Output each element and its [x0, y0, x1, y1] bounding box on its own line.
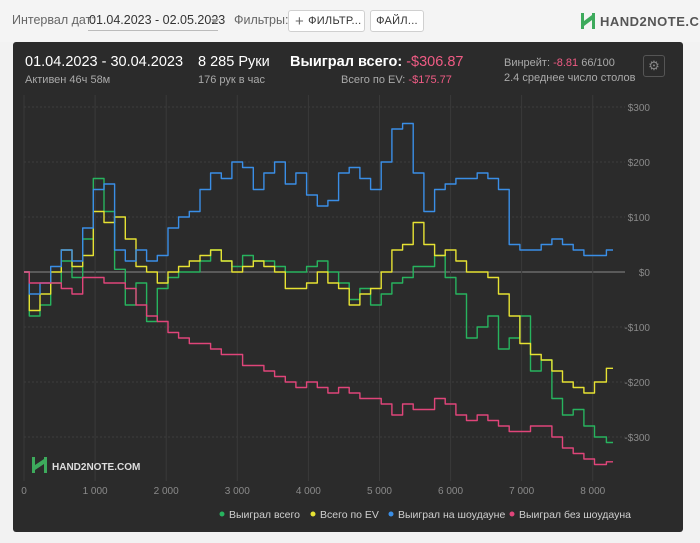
won-total-value: -$306.87: [406, 54, 464, 70]
watermark-logo: HAND2NOTE.COM: [32, 457, 140, 473]
x-tick-label: 0: [21, 486, 27, 497]
x-tick-label: 7 000: [509, 486, 534, 497]
filter-button[interactable]: + ФИЛЬТР...: [288, 10, 365, 32]
watermark-text: HAND2NOTE.COM: [52, 462, 140, 473]
hand2note-logo: HAND2NOTE.COM: [580, 10, 700, 32]
y-tick-label: -$200: [624, 378, 650, 389]
avg-tables: 2.4 среднее число столов: [504, 72, 636, 84]
y-tick-label: $300: [628, 103, 651, 114]
file-button-label: ФАЙЛ...: [376, 15, 418, 27]
x-tick-label: 1 000: [83, 486, 108, 497]
x-tick-label: 4 000: [296, 486, 321, 497]
won-total-stat: Выиграл всего: -$306.87: [290, 54, 463, 70]
chart-legend: Выиграл всего Всего по EV Выиграл на шоуда…: [219, 509, 631, 521]
interval-label: Интервал дат:: [12, 13, 95, 27]
legend-marker: [388, 511, 394, 517]
y-tick-label: -$300: [624, 433, 650, 444]
series-line-ev: [24, 210, 613, 394]
legend-marker: [509, 511, 515, 517]
x-tick-label: 6 000: [438, 486, 463, 497]
y-tick-label: $100: [628, 213, 651, 224]
dropdown-underline: [88, 30, 218, 31]
legend-label[interactable]: Выиграл всего: [229, 509, 300, 521]
winrate-stat: Винрейт: -8.81 66/100: [504, 57, 615, 69]
filter-button-label: ФИЛЬТР...: [308, 15, 362, 27]
hands-per-hour: 176 рук в час: [198, 74, 266, 86]
legend-label[interactable]: Всего по EV: [320, 509, 379, 521]
hand2note-logo-icon: [581, 13, 595, 29]
legend-marker: [310, 511, 316, 517]
legend-label[interactable]: Выиграл без шоудауна: [519, 509, 631, 521]
series-line-no-showdown: [24, 271, 613, 466]
won-total-label: Выиграл всего:: [290, 54, 403, 70]
ev-label: Всего по EV:: [341, 74, 406, 86]
hand2note-logo-text: HAND2NOTE.COM: [600, 13, 700, 29]
winrate-label: Винрейт:: [504, 57, 551, 69]
chart-grid: [23, 95, 625, 481]
x-tick-label: 2 000: [154, 486, 179, 497]
ev-total-stat: Всего по EV: -$175.77: [341, 74, 452, 86]
chart-series: [24, 122, 613, 466]
winrate-unit: 66/100: [581, 57, 615, 69]
series-line-showdown: [24, 122, 613, 295]
x-tick-label: 8 000: [580, 486, 605, 497]
hands-count: 8 285 Руки: [198, 54, 270, 70]
active-time: Активен 46ч 58м: [25, 74, 111, 86]
date-interval-dropdown[interactable]: 01.04.2023 - 02.05.2023: [89, 13, 226, 27]
winrate-value: -8.81: [553, 57, 579, 69]
legend-marker: [219, 511, 225, 517]
y-tick-label: -$100: [624, 323, 650, 334]
graph-panel: 01.04.2023 - 30.04.2023 Активен 46ч 58м …: [13, 42, 683, 532]
x-tick-label: 3 000: [225, 486, 250, 497]
chevron-down-icon[interactable]: [211, 19, 219, 24]
date-range: 01.04.2023 - 30.04.2023: [25, 54, 184, 70]
chart-ticks: $300 $200 $100 $0 -$100 -$200 -$300 0 1 000 2 000…: [21, 103, 650, 497]
y-tick-label: $0: [639, 268, 651, 279]
file-button[interactable]: ФАЙЛ...: [370, 10, 424, 32]
gear-icon[interactable]: ⚙: [643, 55, 665, 77]
top-toolbar: Интервал дат: 01.04.2023 - 02.05.2023 Фи…: [0, 0, 700, 42]
ev-value: -$175.77: [408, 74, 452, 86]
legend-label[interactable]: Выиграл на шоудауне: [398, 509, 505, 521]
y-tick-label: $200: [628, 158, 651, 169]
filters-label: Фильтры:: [234, 13, 289, 27]
plus-icon: +: [295, 12, 305, 30]
x-tick-label: 5 000: [367, 486, 392, 497]
series-line-won-total: [24, 177, 613, 444]
